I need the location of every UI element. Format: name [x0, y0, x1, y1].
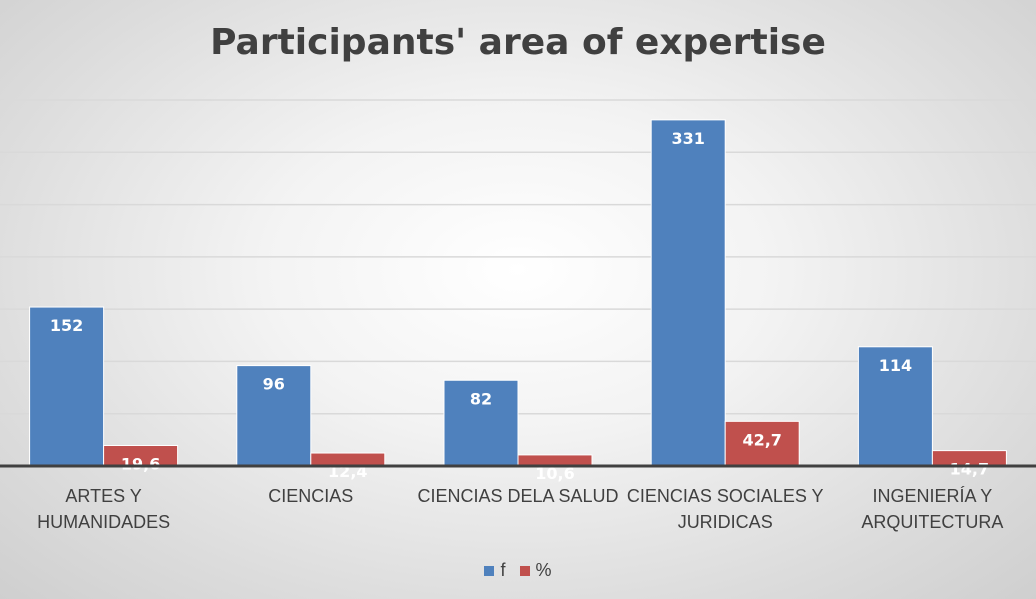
- x-tick-label: INGENIERÍA Y: [873, 486, 993, 506]
- legend-item-percent: %: [519, 560, 552, 581]
- bar-f: [650, 119, 726, 467]
- x-tick-label: HUMANIDADES: [37, 512, 170, 532]
- chart-title: Participants' area of expertise: [210, 22, 826, 63]
- data-label: 42,7: [742, 430, 781, 449]
- data-label: 331: [671, 129, 704, 148]
- data-label: 14,7: [950, 460, 989, 479]
- x-tick-label: CIENCIAS SOCIALES Y: [627, 486, 824, 506]
- legend-item-f: f: [484, 560, 506, 581]
- x-axis-labels: ARTES Y HUMANIDADES CIENCIAS CIENCIAS DELA …: [37, 486, 1003, 532]
- grid-lines: [0, 99, 1036, 415]
- data-label: 19,6: [121, 455, 160, 474]
- x-tick-label: CIENCIAS DELA SALUD: [417, 486, 618, 506]
- legend-swatch-percent: [519, 565, 530, 576]
- bar-percent: [724, 420, 800, 467]
- data-label: 10,6: [535, 464, 574, 483]
- data-label: 96: [263, 375, 285, 394]
- x-tick-label: ARQUITECTURA: [861, 512, 1003, 532]
- legend: f %: [0, 560, 1036, 581]
- bar-f: [29, 306, 105, 467]
- data-label: 152: [50, 316, 83, 335]
- x-tick-label: JURIDICAS: [678, 512, 773, 532]
- legend-swatch-f: [484, 565, 495, 576]
- x-tick-label: CIENCIAS: [268, 486, 353, 506]
- data-label: 114: [879, 356, 912, 375]
- bar-f: [857, 346, 933, 467]
- bar-f: [236, 365, 312, 467]
- legend-label-f: f: [500, 560, 506, 580]
- data-label: 82: [470, 389, 492, 408]
- x-tick-label: ARTES Y: [65, 486, 141, 506]
- legend-label-percent: %: [535, 560, 552, 580]
